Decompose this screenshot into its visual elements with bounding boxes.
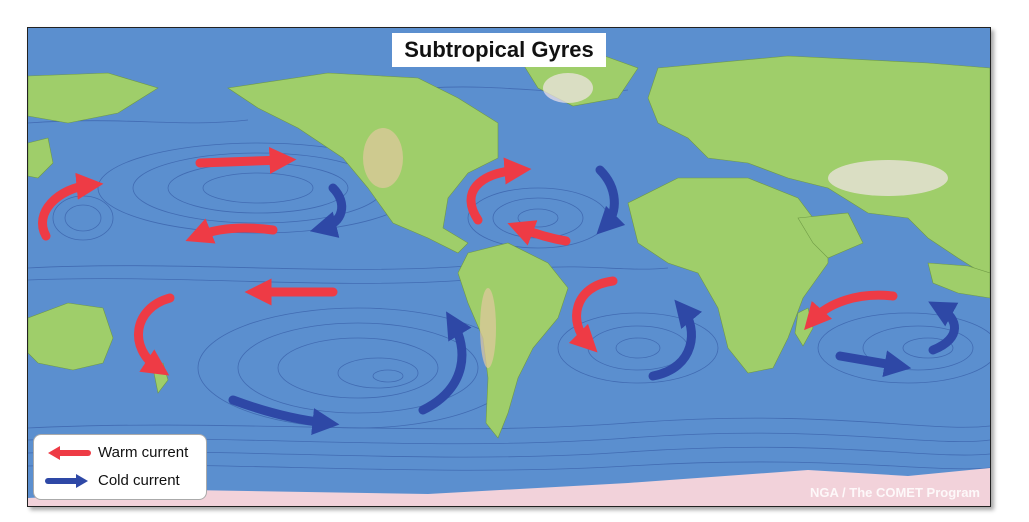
antarctica (28, 468, 990, 506)
cold-current-arrow-icon (45, 474, 88, 488)
warm-currents (38, 146, 898, 376)
warm-current-atlantic-equatorial (507, 220, 571, 246)
legend-label-warm: Warm current (98, 444, 189, 461)
australia (28, 302, 114, 371)
map-credit: NGA / The COMET Program (810, 485, 980, 500)
legend-label-cold: Cold current (98, 472, 180, 489)
cold-current-benguela (648, 299, 703, 381)
warm-current-north-equatorial (185, 218, 278, 244)
southeast-asia (927, 262, 990, 299)
map-title: Subtropical Gyres (392, 33, 606, 67)
warm-current-kuroshio (38, 172, 104, 241)
warm-current-gulf-stream (466, 157, 532, 225)
cold-current-west-wind-drift (228, 395, 340, 435)
eurasia (647, 55, 990, 279)
warm-current-north-pacific (195, 146, 297, 174)
warm-current-agulhas (804, 290, 898, 331)
alaska (28, 72, 159, 124)
warm-current-arrow-icon (48, 446, 91, 460)
cold-current-west-australian (928, 301, 959, 355)
warm-current-brazil (568, 276, 618, 353)
cold-current-humboldt (418, 311, 472, 415)
cold-current-california (309, 183, 347, 238)
africa (627, 177, 829, 374)
arabia (797, 212, 864, 259)
world-ocean-map (28, 28, 990, 506)
highlands (363, 73, 948, 368)
cold-current-canary (595, 165, 626, 235)
map-legend: Warm current Cold current (33, 434, 207, 500)
legend-item-warm: Warm current (34, 441, 206, 465)
gyres-map-frame: Subtropical Gyres Warm current Cold curr… (27, 27, 991, 507)
cold-currents (228, 165, 959, 435)
warm-current-east-australian (134, 293, 175, 376)
north-america (227, 72, 499, 254)
cold-current-indian-drift (835, 350, 912, 378)
legend-item-cold: Cold current (34, 469, 206, 493)
japan (28, 137, 54, 179)
